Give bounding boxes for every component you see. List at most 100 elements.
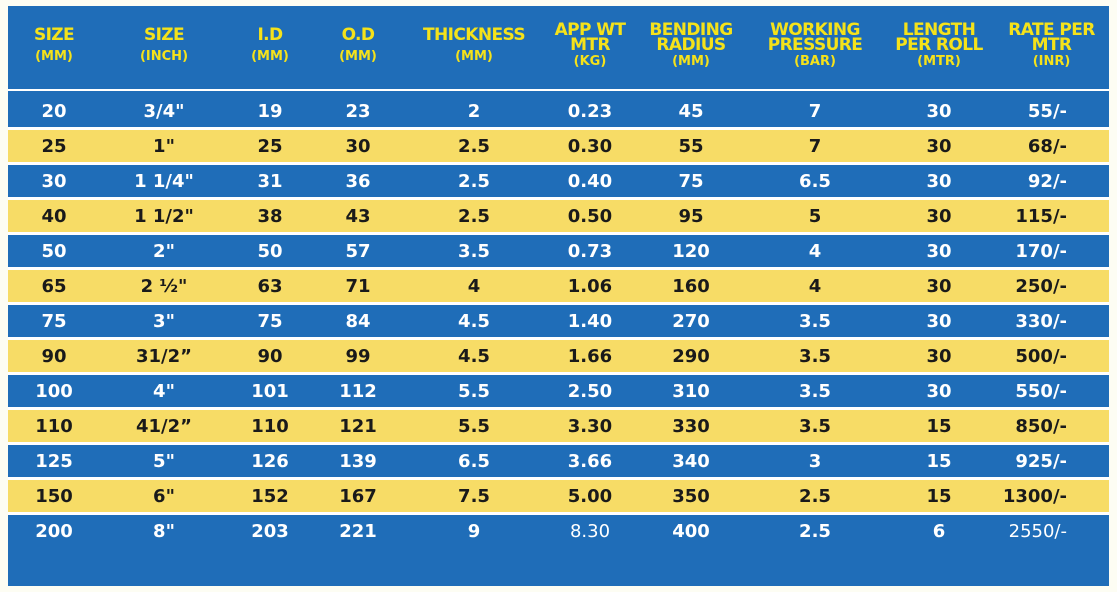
header-length-per-roll: LENGTH PER ROLL (MTR): [884, 6, 994, 86]
cell-od: 99: [345, 345, 371, 367]
cell-size-mm: 25: [41, 135, 67, 157]
cell-size-mm: 40: [41, 205, 67, 227]
header-title: SIZE: [143, 24, 185, 45]
cell-size-inch: 41/2”: [136, 415, 192, 437]
cell-od: 23: [345, 100, 371, 122]
cell-length-per-roll: 30: [926, 275, 952, 297]
cell-rate-per-mtr: 170/-: [1015, 240, 1067, 262]
cell-size-inch: 31/2”: [136, 345, 192, 367]
cell-app-wt: 5.00: [567, 485, 613, 507]
cell-size-mm: 65: [41, 275, 67, 297]
cell-length-per-roll: 30: [926, 135, 952, 157]
cell-thickness: 2.5: [458, 135, 490, 157]
cell-app-wt: 3.30: [567, 415, 613, 437]
cell-od: 139: [339, 450, 377, 472]
cell-id: 75: [257, 310, 283, 332]
cell-od: 221: [339, 520, 377, 542]
table-row: 75 3" 75 84 4.5 1.40 270 3.5 30 330/-: [8, 302, 1109, 337]
cell-length-per-roll: 30: [926, 380, 952, 402]
cell-rate-per-mtr: 550/-: [1015, 380, 1067, 402]
cell-length-per-roll: 30: [926, 205, 952, 227]
cell-thickness: 9: [467, 520, 481, 542]
cell-rate-per-mtr: 115/-: [1015, 205, 1067, 227]
header-title: LENGTH PER ROLL: [895, 19, 983, 55]
cell-length-per-roll: 30: [926, 100, 952, 122]
table-row: 25 1" 25 30 2.5 0.30 55 7 30 68/-: [8, 127, 1109, 162]
cell-size-mm: 50: [41, 240, 67, 262]
cell-thickness: 4.5: [458, 310, 490, 332]
cell-bending-radius: 75: [678, 170, 704, 192]
table-row: 110 41/2” 110 121 5.5 3.30 330 3.5 15 850/-: [8, 407, 1109, 442]
cell-rate-per-mtr: 55/-: [1027, 100, 1067, 122]
cell-length-per-roll: 30: [926, 310, 952, 332]
header-title: WORKING PRESSURE: [767, 19, 863, 55]
cell-thickness: 2.5: [458, 205, 490, 227]
header-unit: (MTR): [917, 53, 961, 69]
cell-size-mm: 75: [41, 310, 67, 332]
cell-od: 36: [345, 170, 371, 192]
cell-id: 110: [251, 415, 289, 437]
cell-bending-radius: 45: [678, 100, 704, 122]
table-row: 200 8" 203 221 9 8.30 400 2.5 6 2550/-: [8, 512, 1109, 547]
cell-working-pressure: 3.5: [799, 380, 831, 402]
cell-size-mm: 100: [35, 380, 73, 402]
cell-working-pressure: 2.5: [799, 485, 831, 507]
cell-size-inch: 1 1/2": [134, 205, 194, 227]
cell-size-inch: 5": [153, 450, 175, 472]
table-row: 40 1 1/2" 38 43 2.5 0.50 95 5 30 115/-: [8, 197, 1109, 232]
cell-app-wt: 8.30: [569, 520, 611, 542]
cell-bending-radius: 340: [672, 450, 710, 472]
cell-app-wt: 2.50: [567, 380, 613, 402]
cell-od: 71: [345, 275, 371, 297]
table-body: 20 3/4" 19 23 2 0.23 45 7 30 55/- 25 1" 25 30 2.5 0.30 5…: [8, 95, 1109, 547]
cell-length-per-roll: 15: [926, 450, 952, 472]
cell-length-per-roll: 6: [932, 520, 946, 542]
cell-app-wt: 0.40: [567, 170, 613, 192]
cell-od: 167: [339, 485, 377, 507]
cell-bending-radius: 330: [672, 415, 710, 437]
cell-app-wt: 1.06: [567, 275, 613, 297]
cell-rate-per-mtr: 250/-: [1015, 275, 1067, 297]
header-title: RATE PER MTR: [1008, 19, 1095, 55]
cell-size-mm: 20: [41, 100, 67, 122]
cell-working-pressure: 7: [808, 135, 822, 157]
cell-size-inch: 1 1/4": [134, 170, 194, 192]
table-row: 100 4" 101 112 5.5 2.50 310 3.5 30 550/-: [8, 372, 1109, 407]
cell-rate-per-mtr: 68/-: [1027, 135, 1067, 157]
cell-size-inch: 8": [153, 520, 175, 542]
cell-bending-radius: 270: [672, 310, 710, 332]
cell-length-per-roll: 30: [926, 170, 952, 192]
header-title: O.D: [341, 24, 375, 45]
cell-app-wt: 0.73: [567, 240, 613, 262]
cell-od: 43: [345, 205, 371, 227]
cell-od: 57: [345, 240, 371, 262]
header-title: APP WT MTR: [554, 19, 626, 55]
cell-thickness: 5.5: [458, 380, 490, 402]
header-unit: (MM): [35, 48, 73, 64]
cell-rate-per-mtr: 500/-: [1015, 345, 1067, 367]
cell-thickness: 3.5: [458, 240, 490, 262]
cell-app-wt: 0.23: [567, 100, 613, 122]
cell-size-mm: 200: [35, 520, 73, 542]
cell-size-mm: 30: [41, 170, 67, 192]
cell-id: 101: [251, 380, 289, 402]
header-title: THICKNESS: [423, 24, 526, 45]
cell-app-wt: 1.40: [567, 310, 613, 332]
header-title: SIZE: [33, 24, 75, 45]
cell-thickness: 6.5: [458, 450, 490, 472]
cell-working-pressure: 3: [808, 450, 822, 472]
cell-thickness: 4: [467, 275, 481, 297]
header-working-pressure: WORKING PRESSURE (BAR): [746, 6, 884, 86]
cell-thickness: 5.5: [458, 415, 490, 437]
cell-size-mm: 90: [41, 345, 67, 367]
header-size-inch: SIZE (INCH): [100, 6, 228, 86]
cell-id: 25: [257, 135, 283, 157]
cell-working-pressure: 5: [808, 205, 822, 227]
cell-working-pressure: 4: [808, 240, 822, 262]
table-row: 65 2 ½" 63 71 4 1.06 160 4 30 250/-: [8, 267, 1109, 302]
cell-size-inch: 2 ½": [140, 275, 188, 297]
cell-size-inch: 1": [153, 135, 175, 157]
header-od: O.D (MM): [312, 6, 404, 86]
cell-od: 84: [345, 310, 371, 332]
cell-bending-radius: 160: [672, 275, 710, 297]
